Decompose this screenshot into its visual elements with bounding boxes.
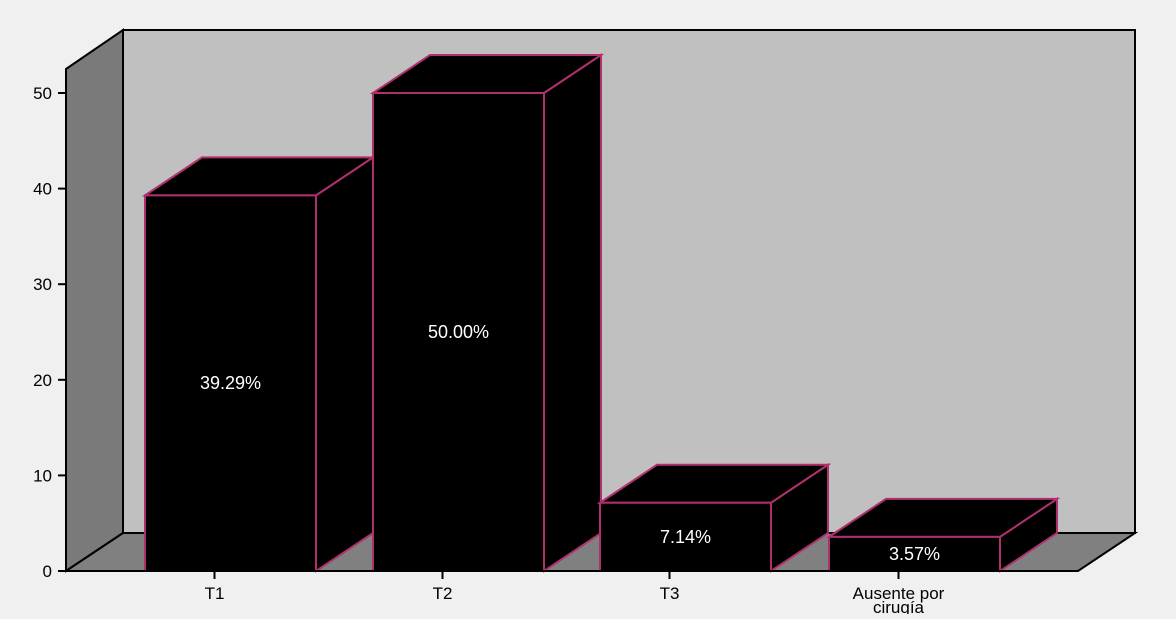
x-tick-label: T3 xyxy=(660,584,680,603)
y-tick-label: 50 xyxy=(33,84,52,103)
y-tick-label: 30 xyxy=(33,275,52,294)
x-tick-label: Ausente por xyxy=(853,584,945,603)
x-tick-label: cirugía xyxy=(873,598,925,614)
bar-3 xyxy=(596,462,832,573)
x-tick-label: T1 xyxy=(205,584,225,603)
side-wall xyxy=(65,28,124,573)
bar-side xyxy=(315,155,374,573)
bar-2 xyxy=(369,53,605,573)
y-tick-label: 10 xyxy=(33,466,52,485)
y-tick-label: 20 xyxy=(33,371,52,390)
y-tick-label: 0 xyxy=(43,562,52,581)
bar-1 xyxy=(141,155,377,573)
bar-side xyxy=(543,53,602,573)
data-label: 3.57% xyxy=(889,544,940,564)
y-tick-label: 40 xyxy=(33,180,52,199)
data-label: 7.14% xyxy=(660,527,711,547)
data-labels: 39.29% 50.00% 7.14% 3.57% xyxy=(200,322,940,564)
bar-4 xyxy=(825,497,1061,573)
bars xyxy=(141,53,1061,573)
data-label: 39.29% xyxy=(200,373,261,393)
y-axis: 0 10 20 30 40 50 xyxy=(33,69,67,581)
bar xyxy=(372,92,545,572)
bar xyxy=(599,501,772,573)
data-label: 50.00% xyxy=(428,322,489,342)
x-tick-label: T2 xyxy=(433,584,453,603)
